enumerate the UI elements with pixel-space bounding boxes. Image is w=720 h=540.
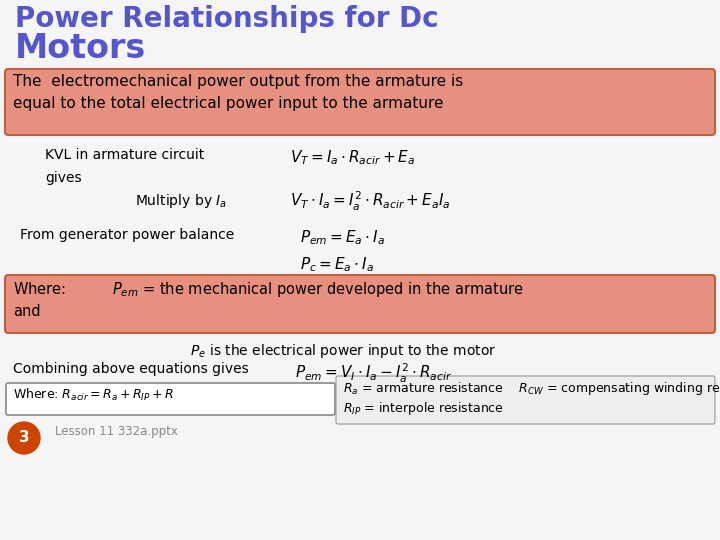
Text: $R_a$ = armature resistance    $R_{CW}$ = compensating winding re: $R_a$ = armature resistance $R_{CW}$ = c…: [343, 380, 720, 397]
Text: Where:          $P_{em}$ = the mechanical power developed in the armature: Where: $P_{em}$ = the mechanical power d…: [13, 280, 523, 299]
FancyBboxPatch shape: [336, 376, 715, 424]
Text: The  electromechanical power output from the armature is
equal to the total elec: The electromechanical power output from …: [13, 74, 463, 111]
Text: KVL in armature circuit
gives: KVL in armature circuit gives: [45, 148, 204, 185]
Text: $P_e$ is the electrical power input to the motor: $P_e$ is the electrical power input to t…: [190, 342, 496, 360]
Text: $P_c = E_a \cdot I_a$: $P_c = E_a \cdot I_a$: [300, 255, 374, 274]
Text: $R_{IP}$ = interpole resistance: $R_{IP}$ = interpole resistance: [343, 400, 504, 417]
Circle shape: [8, 422, 40, 454]
Text: $V_T \cdot I_a = I_a^{2} \cdot R_{acir} + E_a I_a$: $V_T \cdot I_a = I_a^{2} \cdot R_{acir} …: [290, 190, 451, 213]
Text: Power Relationships for Dc: Power Relationships for Dc: [15, 5, 438, 33]
Text: From generator power balance: From generator power balance: [20, 228, 234, 242]
FancyBboxPatch shape: [5, 69, 715, 135]
Text: Motors: Motors: [15, 32, 146, 65]
FancyBboxPatch shape: [5, 275, 715, 333]
Text: Multiply by $I_a$: Multiply by $I_a$: [135, 192, 227, 210]
Text: Where: $R_{acir} = R_a + R_{IP} + R$: Where: $R_{acir} = R_a + R_{IP} + R$: [13, 387, 174, 403]
Text: $V_T = I_a \cdot R_{acir} + E_a$: $V_T = I_a \cdot R_{acir} + E_a$: [290, 148, 415, 167]
Text: $P_{em} = E_a \cdot I_a$: $P_{em} = E_a \cdot I_a$: [300, 228, 385, 247]
Text: and: and: [13, 304, 40, 319]
Text: 3: 3: [19, 430, 30, 445]
Text: Combining above equations gives: Combining above equations gives: [13, 362, 248, 376]
Text: $P_{em} = V_I \cdot I_a - I_a^{2} \cdot R_{acir}$: $P_{em} = V_I \cdot I_a - I_a^{2} \cdot …: [295, 362, 452, 385]
FancyBboxPatch shape: [6, 383, 335, 415]
Text: Lesson 11 332a.pptx: Lesson 11 332a.pptx: [55, 426, 178, 438]
